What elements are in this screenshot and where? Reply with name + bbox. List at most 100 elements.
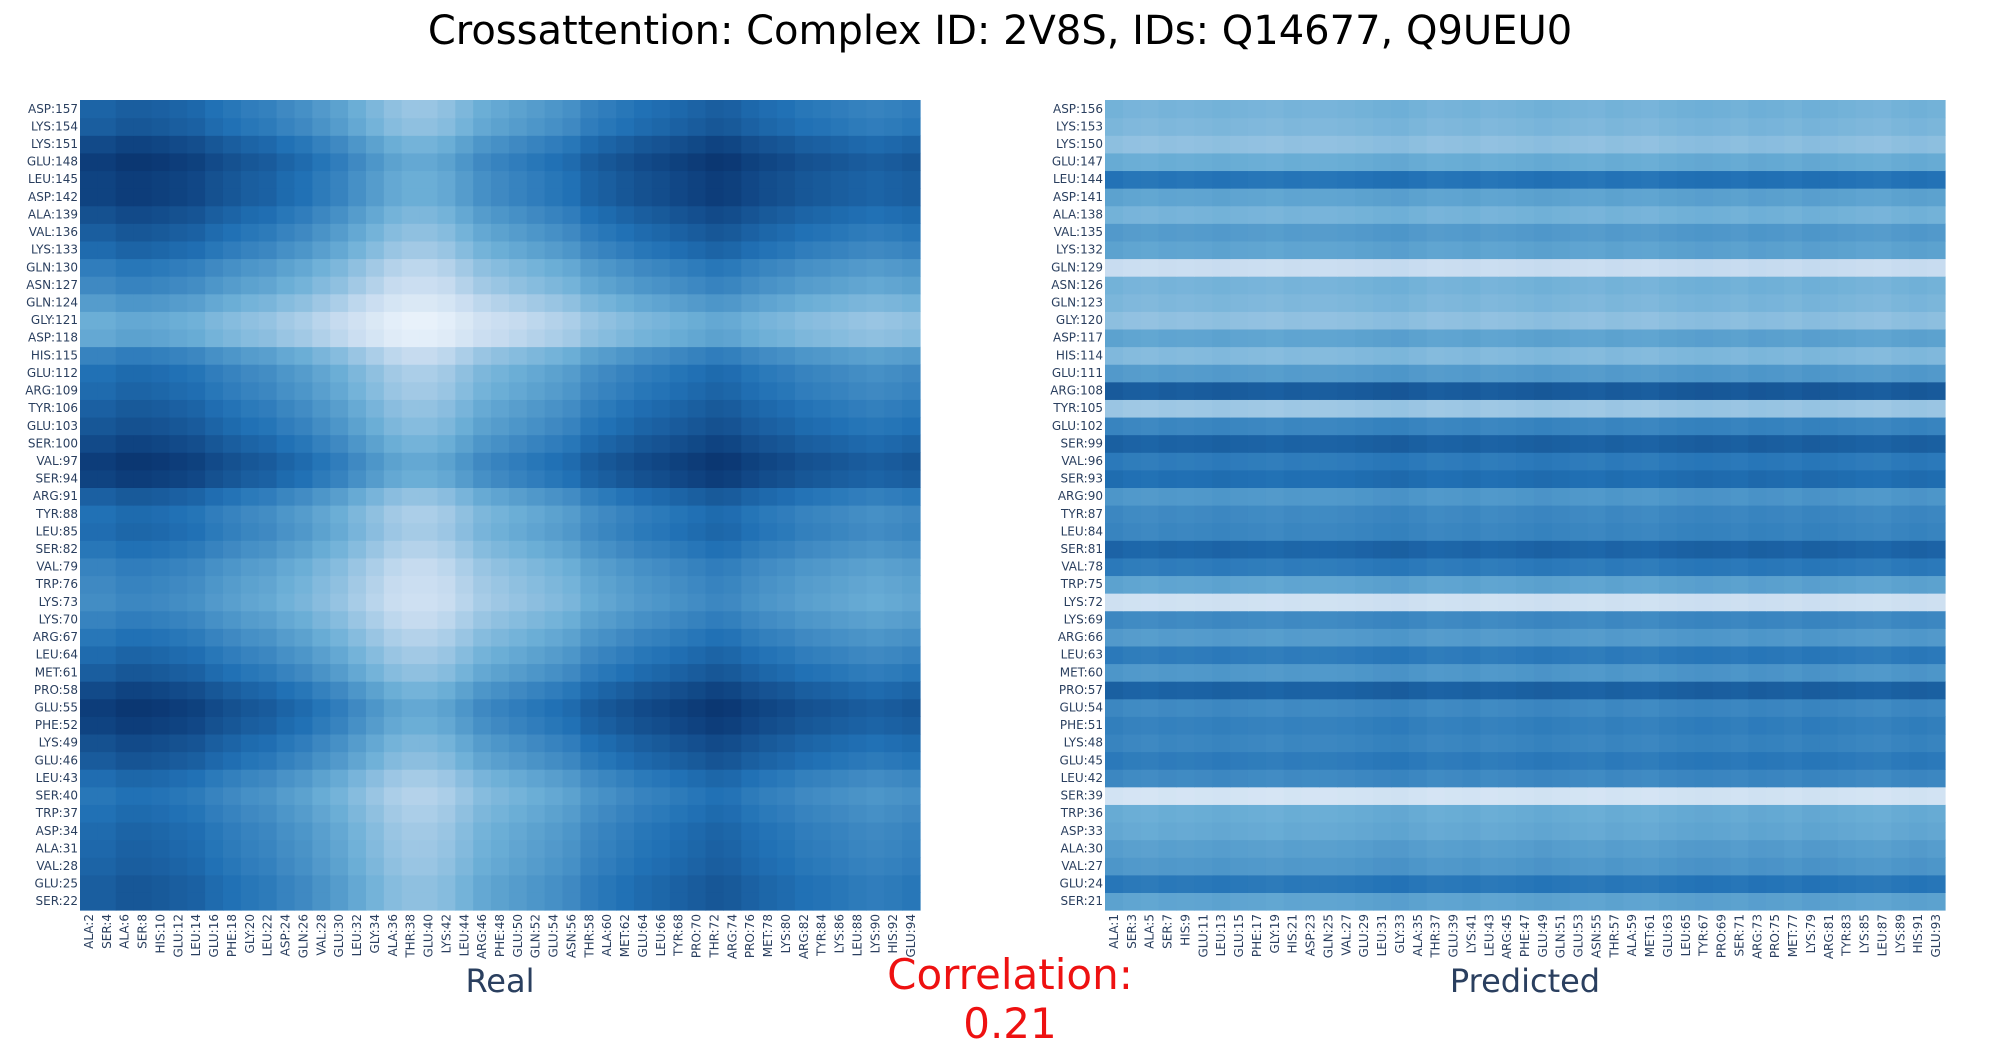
heatmap-cell [1676,540,1696,559]
heatmap-cell [1927,487,1946,506]
heatmap-cell [1873,381,1892,400]
heatmap-cell [1265,381,1285,400]
heatmap-cell [169,874,188,893]
heatmap-cell [794,751,814,770]
heatmap-cell [80,170,99,189]
heatmap-cell [777,152,796,172]
heatmap-cell [222,892,242,911]
heatmap-cell [205,610,224,629]
heatmap-cell [419,152,439,172]
heatmap-cell [1462,522,1481,541]
heatmap-cell [240,293,260,312]
heatmap-cell [1426,293,1446,312]
heatmap-cell [1247,364,1267,383]
heatmap-cell [1498,170,1517,189]
heatmap-cell [741,663,760,682]
heatmap-cell [1140,522,1160,541]
heatmap-cell [1176,240,1195,260]
heatmap-cell [1247,628,1267,647]
heatmap-cell [1319,258,1338,277]
heatmap-cell [1444,593,1464,612]
heatmap-cell [1605,610,1624,629]
heatmap-cell [741,821,760,841]
heatmap-cell [419,610,439,629]
heatmap-cell [544,170,564,189]
heatmap-cell [848,434,867,453]
heatmap-cell [1265,663,1285,682]
heatmap-cell [383,874,403,893]
heatmap-cell [97,575,117,594]
heatmap-cell [1337,170,1356,189]
heatmap-cell [473,821,492,841]
heatmap-cell [187,469,206,488]
heatmap-cell [437,575,456,594]
heatmap-cell [1551,258,1571,277]
heatmap-cell [222,276,242,295]
heatmap-cell [1516,364,1535,383]
heatmap-cell [240,839,260,858]
heatmap-cell [1694,223,1714,242]
heatmap-cell [348,733,367,753]
heatmap-cell [1230,663,1249,682]
heatmap-cell [1927,645,1946,665]
heatmap-cell [1676,152,1696,172]
heatmap-cell [491,135,510,154]
heatmap-cell [616,223,635,242]
heatmap-cell [1373,346,1392,365]
heatmap-cell [1873,751,1892,770]
heatmap-cell [187,804,206,823]
heatmap-cell [205,293,224,312]
heatmap-cell [258,240,278,260]
heatmap-cell [508,593,528,612]
heatmap-cell [258,821,278,841]
heatmap-cell [1230,117,1249,136]
heatmap-cell [830,698,850,717]
heatmap-cell [1676,575,1696,594]
heatmap-cell [884,716,903,735]
heatmap-cell [1748,522,1767,541]
heatmap-cell [1909,751,1928,770]
x-tick-label: GLY:33 [1393,914,1407,953]
heatmap-cell [616,786,635,805]
heatmap-cell [1587,117,1607,136]
heatmap-cell [473,645,492,665]
heatmap-cell [723,610,742,629]
heatmap-cell [669,645,689,665]
heatmap-cell [1212,857,1231,876]
heatmap-cell [723,416,742,436]
heatmap-cell [348,381,367,400]
heatmap-cell [348,645,367,665]
heatmap-cell [508,364,528,383]
heatmap-cell [812,751,832,770]
heatmap-cell [1319,240,1338,260]
heatmap-cell [1194,857,1213,876]
heatmap-cell [1623,610,1642,629]
heatmap-cell [1712,223,1732,242]
heatmap-cell [294,557,313,577]
heatmap-cell [187,874,206,893]
heatmap-cell [1355,804,1374,823]
heatmap-cell [312,874,331,893]
heatmap-cell [759,152,778,172]
heatmap-cell [1623,135,1642,154]
heatmap-cell [562,610,582,629]
heatmap-cell [1247,575,1267,594]
heatmap-cell [383,857,403,876]
heatmap-cell [1176,522,1195,541]
heatmap-cell [1337,223,1356,242]
heatmap-cell [1694,540,1714,559]
heatmap-cell [1247,874,1267,893]
heatmap-cell [544,100,564,119]
heatmap-cell [187,698,206,717]
heatmap-cell [1587,293,1607,312]
heatmap-cell [741,769,760,788]
heatmap-cell [598,399,617,418]
heatmap-cell [1855,839,1875,858]
heatmap-cell [1122,698,1142,717]
heatmap-cell [1480,223,1499,242]
heatmap-cell [115,716,135,735]
heatmap-cell [1623,857,1642,876]
heatmap-cell [794,716,814,735]
heatmap-cell [169,628,188,647]
heatmap-cell [1301,804,1321,823]
